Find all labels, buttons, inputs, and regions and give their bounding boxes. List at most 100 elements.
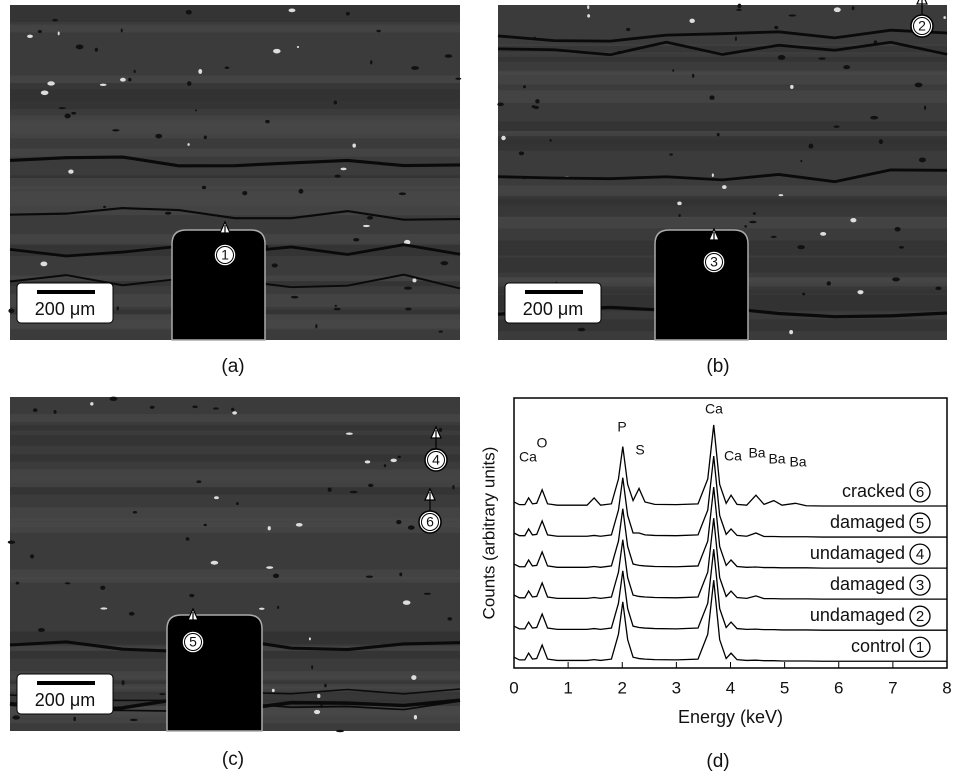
lacuna (405, 308, 412, 311)
lacuna (736, 9, 741, 11)
lacuna (834, 7, 841, 12)
lacuna (315, 324, 317, 328)
lacuna (272, 689, 275, 692)
lacuna (843, 65, 850, 69)
lacuna (273, 574, 279, 578)
peak-label: S (635, 442, 644, 458)
series-marker: 6 (916, 484, 924, 501)
texture-band (10, 435, 460, 446)
lacuna (297, 46, 299, 48)
lacuna (899, 246, 904, 249)
lacuna (411, 675, 416, 680)
lacuna (497, 103, 504, 107)
texture-band (10, 25, 460, 33)
lacuna (8, 308, 14, 313)
peak-label: Ba (748, 445, 765, 461)
lacuna (291, 296, 299, 299)
texture-band (10, 469, 460, 478)
lacuna (335, 175, 341, 178)
x-tick-label: 7 (888, 678, 897, 697)
lacuna (309, 637, 311, 640)
lacuna (717, 133, 720, 136)
x-tick-label: 6 (834, 678, 843, 697)
lacuna (122, 680, 125, 685)
lacuna (64, 114, 70, 119)
lacuna (943, 16, 946, 19)
texture-band (10, 178, 460, 189)
lacuna (678, 214, 680, 217)
lacuna (187, 143, 189, 146)
lacuna (47, 81, 55, 85)
lacuna (852, 6, 855, 10)
x-tick-label: 0 (509, 678, 518, 697)
lacuna (296, 523, 303, 527)
lacuna (299, 189, 304, 194)
marker-number: 3 (710, 254, 718, 270)
lacuna (827, 281, 831, 285)
lacuna (399, 192, 406, 195)
texture-band (10, 414, 460, 422)
x-tick-label: 1 (563, 678, 572, 697)
lacuna (58, 32, 60, 36)
lacuna (336, 730, 344, 733)
lacuna (155, 134, 162, 139)
lacuna (439, 428, 442, 432)
y-axis-label: Counts (arbitrary units) (479, 447, 498, 620)
lacuna (130, 719, 138, 721)
lacuna (134, 70, 136, 73)
lacuna (30, 554, 34, 558)
lacuna (196, 480, 201, 483)
lacuna (186, 10, 192, 15)
texture-band (10, 425, 460, 430)
lacuna (809, 144, 814, 149)
lacuna (165, 212, 171, 215)
lacuna (672, 69, 674, 72)
peak-label: Ba (789, 454, 806, 470)
lacuna (396, 520, 401, 524)
lacuna (744, 225, 747, 228)
lacuna (335, 305, 337, 307)
lacuna (346, 12, 350, 16)
lacuna (100, 607, 107, 609)
lacuna (626, 28, 630, 31)
lacuna (753, 212, 756, 215)
lacuna (95, 48, 98, 52)
texture-band (498, 199, 947, 217)
lacuna (33, 408, 38, 412)
lacuna (363, 225, 370, 227)
texture-band (10, 116, 460, 127)
lacuna (749, 221, 756, 224)
lacuna (857, 290, 863, 294)
lacuna (129, 612, 135, 616)
lacuna (202, 186, 206, 189)
lacuna (578, 328, 585, 332)
texture-band (10, 507, 460, 521)
texture-band (10, 478, 460, 488)
lacuna (214, 496, 219, 499)
texture-band (10, 5, 460, 22)
series-marker: 2 (916, 608, 924, 625)
lacuna (27, 35, 33, 38)
lacuna (211, 561, 219, 565)
lacuna (440, 261, 448, 265)
lacuna (412, 278, 416, 282)
lacuna (800, 160, 802, 162)
micrograph: 200 μm465 (8, 397, 460, 733)
lacuna (112, 129, 119, 131)
lacuna (231, 408, 234, 412)
lacuna (198, 69, 202, 74)
lacuna (790, 85, 793, 89)
marker-number: 1 (221, 247, 229, 263)
scale-bar-label: 200 μm (35, 690, 95, 710)
lacuna (501, 136, 506, 140)
marker-number: 2 (918, 18, 926, 34)
lacuna (535, 99, 539, 103)
texture-band (498, 72, 947, 85)
lacuna (121, 29, 123, 33)
lacuna (802, 293, 805, 296)
peak-label: Ba (768, 451, 785, 467)
lacuna (779, 194, 784, 196)
lacuna (324, 684, 327, 688)
lacuna (818, 57, 825, 59)
lacuna (225, 66, 230, 68)
